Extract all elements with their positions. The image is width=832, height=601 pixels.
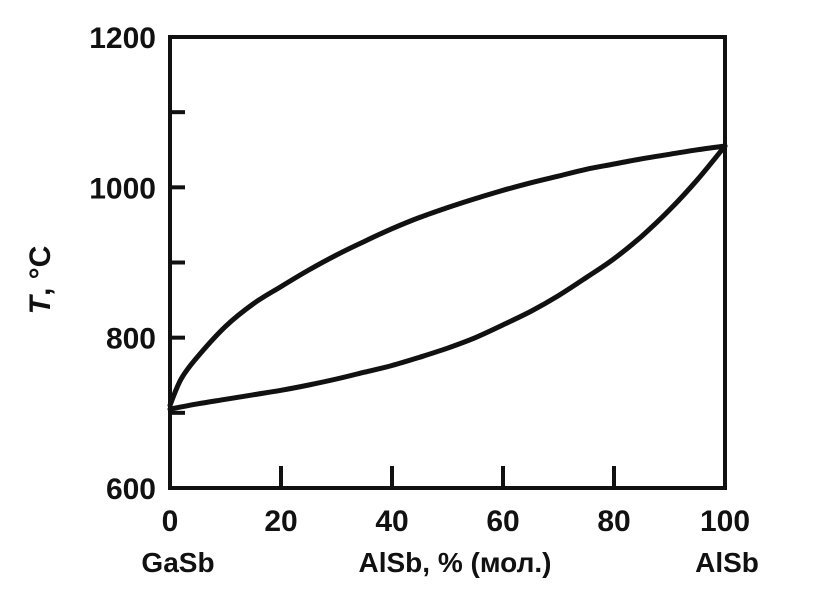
x-left-endmember-label: GaSb bbox=[141, 547, 214, 578]
x-tick-label: 60 bbox=[486, 505, 519, 538]
x-tick-label: 40 bbox=[375, 505, 408, 538]
x-tick-label: 20 bbox=[264, 505, 297, 538]
y-tick-label: 1200 bbox=[89, 22, 156, 55]
series-lines bbox=[167, 143, 728, 412]
solidus-curve bbox=[167, 143, 728, 412]
y-axis-label-symbol: T bbox=[24, 293, 57, 314]
y-tick-labels: 600 800 1000 1200 bbox=[89, 22, 156, 506]
y-axis-label: T, °C bbox=[24, 246, 57, 315]
y-tick-label: 1000 bbox=[89, 172, 156, 205]
y-axis-label-unit: , °C bbox=[24, 246, 57, 296]
liquidus-curve bbox=[167, 143, 728, 408]
plot-frame bbox=[168, 35, 727, 490]
x-right-endmember-label: AlSb bbox=[695, 547, 759, 578]
y-tick-label: 800 bbox=[106, 323, 156, 356]
x-axis-label: AlSb, % (мол.) bbox=[359, 547, 552, 578]
plot-border bbox=[168, 35, 727, 490]
y-tick-label: 600 bbox=[106, 473, 156, 506]
x-tick-label: 80 bbox=[597, 505, 630, 538]
x-tick-label: 100 bbox=[700, 505, 750, 538]
axis-ticks bbox=[170, 110, 616, 488]
x-tick-label: 0 bbox=[162, 505, 179, 538]
x-tick-labels: 0 20 40 60 80 100 bbox=[162, 505, 750, 538]
